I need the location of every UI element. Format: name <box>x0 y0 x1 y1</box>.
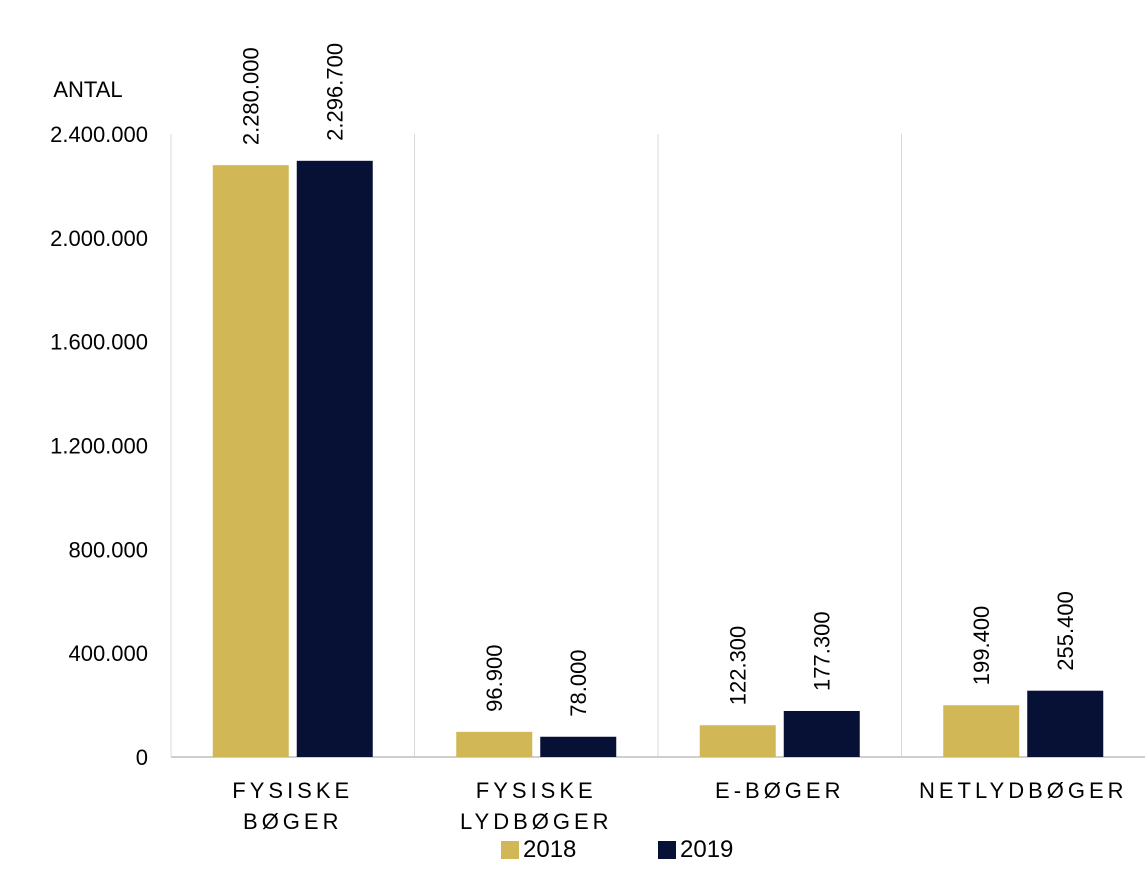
legend-label-2018: 2018 <box>523 836 577 863</box>
data-label-2018-0: 2.280.000 <box>239 47 264 145</box>
bar-2019-1 <box>540 736 617 757</box>
legend-item-2018: 2018 <box>501 836 576 864</box>
data-label-2018-1: 96.900 <box>482 645 507 712</box>
bar-2019-2 <box>783 710 860 757</box>
y-tick-label: 2.000.000 <box>50 226 148 251</box>
y-axis-title: ANTAL <box>53 77 122 102</box>
category-label: NETLYDBØGER <box>919 778 1128 803</box>
y-tick-label: 0 <box>136 745 148 770</box>
y-tick-label: 400.000 <box>68 641 148 666</box>
legend-label-2019: 2019 <box>680 836 734 863</box>
category-label: E-BØGER <box>715 778 844 803</box>
y-tick-label: 800.000 <box>68 537 148 562</box>
data-label-2019-3: 255.400 <box>1053 591 1078 671</box>
legend-item-2019: 2019 <box>658 836 733 864</box>
y-tick-label: 1.600.000 <box>50 330 148 355</box>
bar-2018-0 <box>212 165 289 757</box>
data-label-2019-1: 78.000 <box>566 649 591 716</box>
legend-swatch-2018 <box>501 841 519 859</box>
data-label-2019-0: 2.296.700 <box>323 43 348 141</box>
bar-2018-2 <box>699 725 776 757</box>
y-tick-label: 1.200.000 <box>50 434 148 459</box>
bar-2019-0 <box>296 160 373 758</box>
bar-2019-3 <box>1027 690 1104 757</box>
y-tick-label: 2.400.000 <box>50 122 148 147</box>
legend-swatch-2019 <box>658 841 676 859</box>
legend: 2018 2019 <box>0 836 1145 866</box>
bar-2018-3 <box>943 705 1020 757</box>
data-label-2019-2: 177.300 <box>810 611 835 691</box>
data-label-2018-2: 122.300 <box>726 626 751 706</box>
category-label: FYSISKE <box>232 778 353 803</box>
category-label: LYDBØGER <box>460 809 613 834</box>
category-label: FYSISKE <box>476 778 597 803</box>
data-label-2018-3: 199.400 <box>969 606 994 686</box>
category-label: BØGER <box>243 809 342 834</box>
bar-2018-1 <box>456 731 533 757</box>
